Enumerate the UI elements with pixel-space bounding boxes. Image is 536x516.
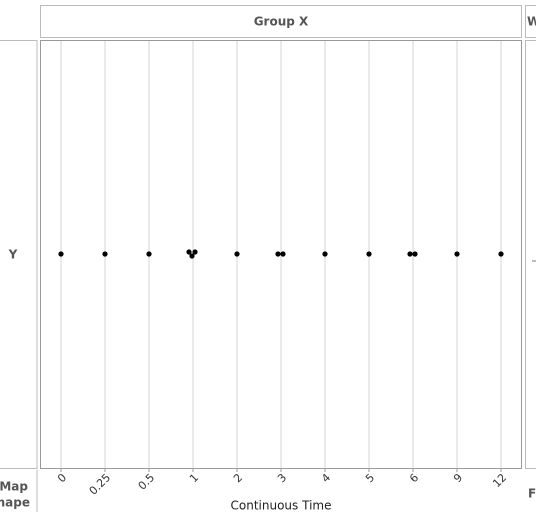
y-axis-label: Y [8, 248, 18, 262]
data-point [280, 251, 285, 256]
y-panel [0, 41, 37, 469]
data-point [322, 251, 327, 256]
data-point [454, 251, 459, 256]
data-point [58, 251, 63, 256]
data-point [275, 251, 280, 256]
next-plot-frame [526, 41, 536, 469]
clipped-label: W [527, 15, 536, 29]
clipped-label: Map [0, 480, 28, 494]
data-point [407, 251, 412, 256]
clipped-label: Fr [528, 487, 536, 501]
group-title: Group X [254, 15, 309, 29]
clipped-label: Shape [0, 496, 30, 510]
data-point [498, 251, 503, 256]
data-point [189, 253, 194, 258]
data-point [146, 251, 151, 256]
data-point [412, 251, 417, 256]
data-point [102, 251, 107, 256]
data-point [234, 251, 239, 256]
data-point [366, 251, 371, 256]
x-axis-label: Continuous Time [231, 499, 332, 513]
